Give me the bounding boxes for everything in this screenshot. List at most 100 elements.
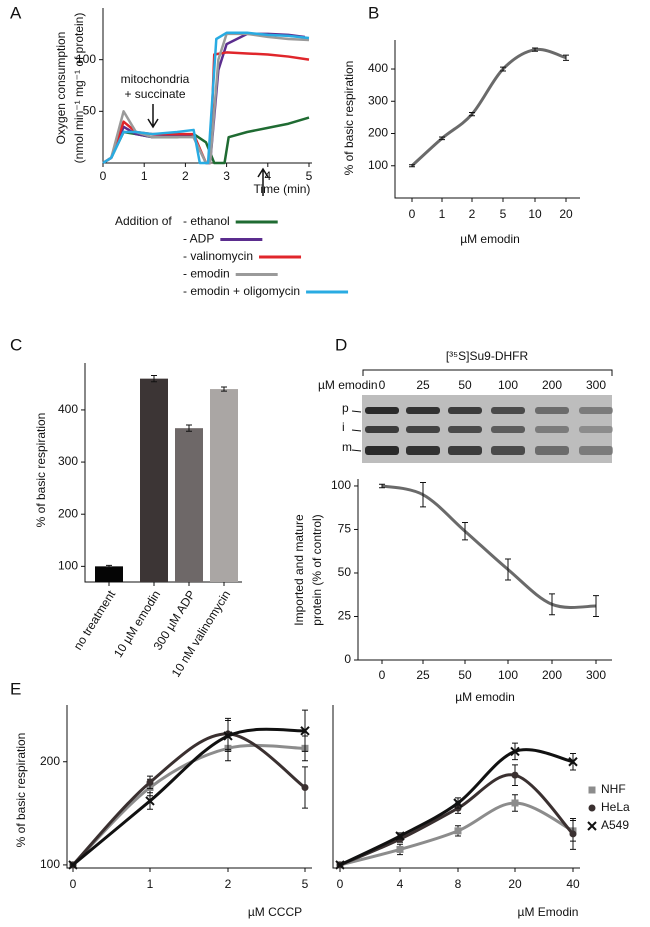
panel-label: A [10,3,22,22]
lane-label: 300 [586,378,606,392]
line [339,773,575,867]
gel-band [448,446,482,455]
x-axis-label: µM CCCP [248,905,302,919]
panel-label: E [10,679,21,698]
gel-band [491,426,525,433]
gel-band [448,407,482,414]
marker [145,796,155,806]
y-tick-label: 50 [83,104,97,118]
y-tick-label: 0 [344,652,351,666]
marker [396,845,404,853]
x-tick-label: 5 [306,169,313,183]
x-tick-label: 25 [416,668,430,682]
gel-band [535,426,569,433]
error-bar [420,481,426,508]
x-tick-label: 10 [528,207,542,221]
error-bar [409,164,415,168]
gel-band [579,407,613,414]
y-axis-label: protein (% of control) [310,514,324,625]
gel-band [365,407,399,414]
y-tick-label: 25 [338,609,352,623]
line [102,31,310,165]
y-axis-label: Oxygen consumption [54,32,68,145]
error-bar [186,424,192,432]
line [410,47,567,167]
y-axis-label: % of basic respiration [342,61,356,176]
band-tick [351,429,362,432]
gel [362,395,612,463]
x-tick-label: 40 [566,877,580,891]
y-tick-label: 400 [58,402,78,416]
x-tick-label: 300 [586,668,606,682]
error-bar [106,564,112,568]
line [381,484,597,609]
marker [223,731,233,741]
x-tick-label: no treatment [71,587,119,652]
error-bar [500,66,506,72]
y-axis-label: Imported and mature [292,514,306,626]
x-tick-label: 100 [498,668,518,682]
arrow [257,167,269,196]
marker [588,804,596,812]
lane-label: 100 [498,378,518,392]
marker [568,757,578,767]
band-label: p [342,401,349,415]
bracket [362,369,613,376]
gel-band [535,407,569,414]
legend-label: NHF [601,782,626,796]
x-tick-label: 0 [100,169,107,183]
x-tick-label: 2 [225,877,232,891]
line [72,727,306,867]
legend-label: - emodin + oligomycin [183,284,300,298]
band-tick [351,449,362,452]
axis [394,40,580,199]
x-tick-label: 50 [458,668,472,682]
gel-title: [³⁵S]Su9-DHFR [446,349,529,363]
panel-label: B [368,3,379,22]
x-tick-label: 20 [559,207,573,221]
x-tick-label: 200 [542,668,562,682]
y-tick-label: 100 [76,52,96,66]
gel-band [406,426,440,433]
x-tick-label: 5 [500,207,507,221]
error-bar [593,595,599,617]
lane-label: 50 [458,378,472,392]
x-tick-label: 0 [409,207,416,221]
y-axis-label: (nmol min⁻¹ mg⁻¹ of protein) [72,13,86,164]
y-tick-label: 100 [58,559,78,573]
x-tick-label: 1 [439,207,446,221]
arrow [147,104,159,129]
annotation: + succinate [124,87,185,101]
x-tick-label: 8 [455,877,462,891]
marker [146,778,154,786]
marker [301,784,309,792]
x-axis-label: µM emodin [455,690,515,704]
x-tick-label: 0 [70,877,77,891]
legend-label: - valinomycin [183,249,253,263]
gel-band [365,426,399,433]
legend-label: A549 [601,818,629,832]
y-tick-label: 100 [331,478,351,492]
y-tick-label: 100 [368,158,388,172]
marker [510,746,520,757]
lane-label: 25 [416,378,430,392]
line [102,116,310,165]
gel-band [406,446,440,455]
x-tick-label: 0 [379,668,386,682]
error-bar [151,375,157,383]
axis [357,479,612,661]
legend-label: - emodin [183,267,230,281]
line [102,51,310,165]
marker [511,799,519,807]
error-bar [439,136,445,141]
marker [300,726,310,736]
marker [588,786,596,794]
bar [175,428,203,582]
gel-band [491,446,525,455]
band-label: m [342,440,352,454]
legend-label: HeLa [601,800,630,814]
error-bar [379,483,385,489]
y-tick-label: 200 [58,506,78,520]
x-tick-label: 5 [302,877,309,891]
y-tick-label: 75 [338,522,352,536]
